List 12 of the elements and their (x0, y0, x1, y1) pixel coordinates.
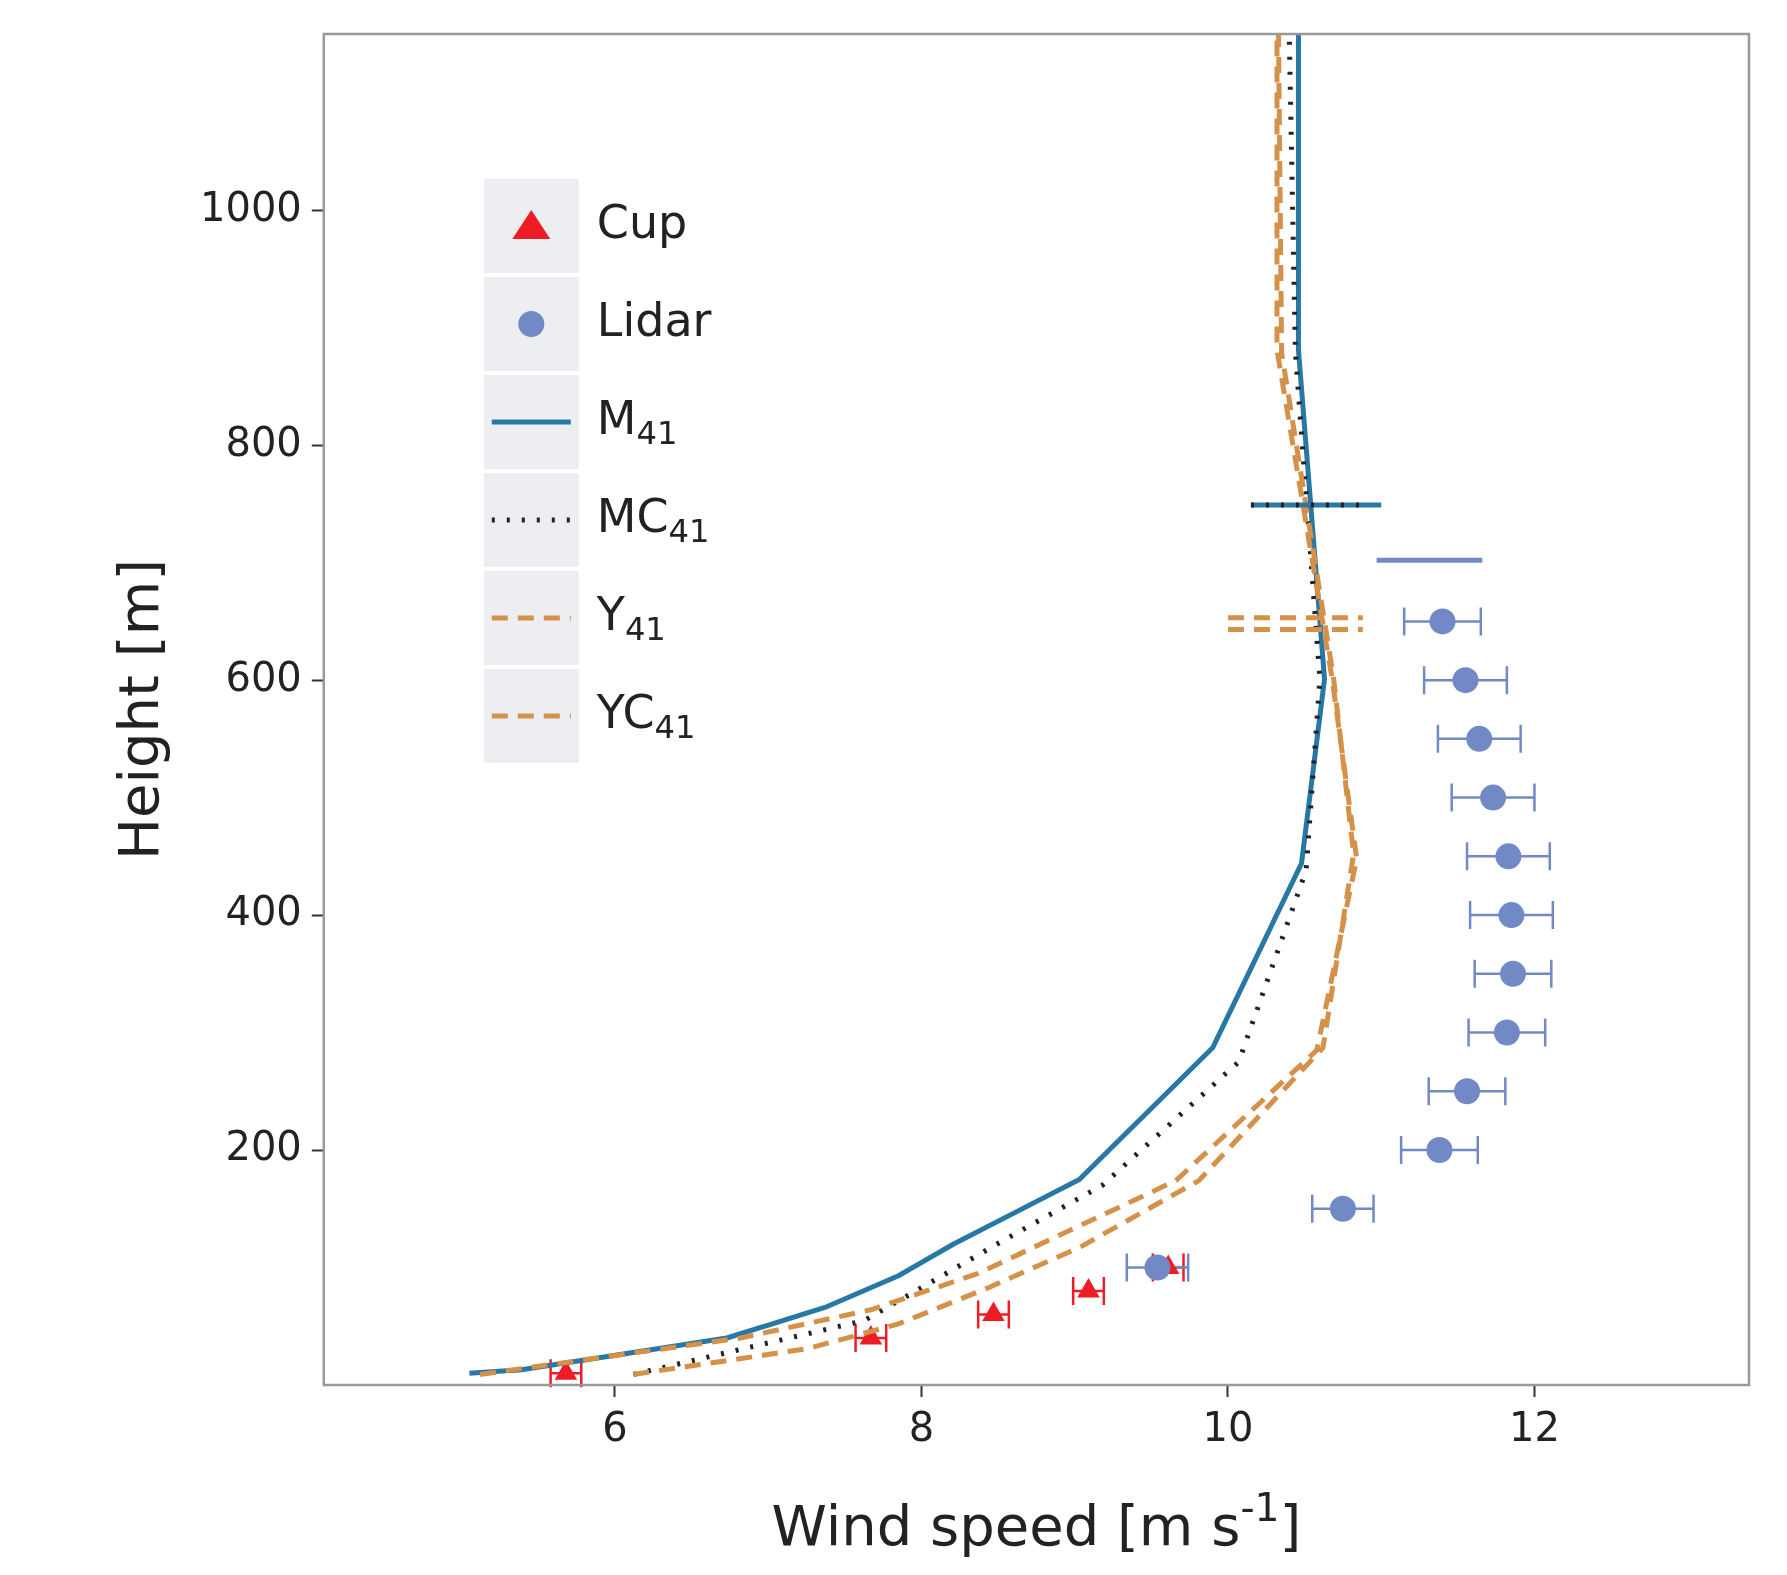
x-tick-label: 10 (1202, 1404, 1254, 1451)
x-tick-label: 12 (1509, 1404, 1560, 1451)
y-axis-title: Height [m] (106, 558, 172, 861)
y-tick-label: 400 (225, 888, 302, 935)
x-tick-label: 8 (908, 1404, 935, 1451)
legend-label: Cup (596, 194, 688, 249)
y-tick-label: 600 (225, 653, 302, 700)
y-tick-label: 1000 (200, 183, 302, 230)
x-tick-label: 6 (602, 1404, 628, 1451)
y-tick-label: 800 (225, 418, 302, 465)
y-tick-label: 200 (225, 1123, 302, 1170)
legend-label: Lidar (596, 292, 712, 347)
